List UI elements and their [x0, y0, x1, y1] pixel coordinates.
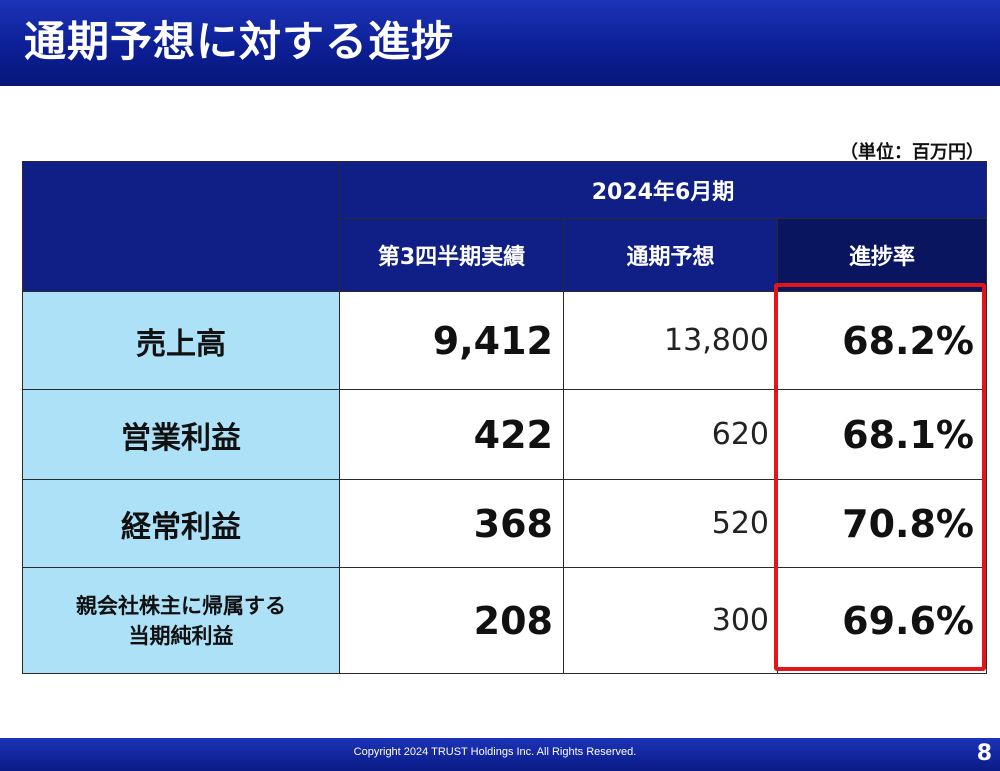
table-row: 売上高 9,412 13,800 68.2% — [22, 291, 988, 390]
period-header: 2024年6月期 — [338, 161, 988, 219]
table-row: 親会社株主に帰属する 当期純利益 208 300 69.6% — [22, 567, 988, 674]
forecast-value: 300 — [563, 567, 778, 674]
progress-rate: 68.2% — [776, 291, 988, 390]
progress-table: 2024年6月期 第3四半期実績 通期予想 進捗率 売上高 9,412 13,8… — [22, 161, 988, 674]
progress-rate: 69.6% — [776, 567, 988, 674]
row-label: 営業利益 — [22, 389, 340, 480]
forecast-value: 620 — [563, 389, 778, 480]
copyright-text: Copyright 2024 TRUST Holdings Inc. All R… — [353, 746, 637, 758]
unit-note: （単位：百万円） — [840, 142, 984, 163]
progress-rate: 68.1% — [776, 389, 988, 480]
column-header-forecast: 通期予想 — [563, 218, 778, 292]
corner-cell — [22, 161, 340, 292]
row-label: 売上高 — [22, 291, 340, 390]
page-title: 通期予想に対する進捗 — [24, 17, 455, 66]
forecast-value: 520 — [563, 479, 778, 568]
header-row-period: 2024年6月期 — [22, 161, 988, 292]
column-header-rate: 進捗率 — [776, 218, 988, 292]
row-label-line-2: 当期純利益 — [128, 623, 234, 648]
row-label: 経常利益 — [22, 479, 340, 568]
title-bar: 通期予想に対する進捗 — [0, 0, 1000, 86]
forecast-value: 13,800 — [563, 291, 778, 390]
actual-value: 422 — [339, 389, 564, 480]
actual-value: 368 — [339, 479, 564, 568]
row-label-line-1: 親会社株主に帰属する — [76, 593, 286, 618]
row-label: 親会社株主に帰属する 当期純利益 — [22, 567, 340, 674]
table-row: 経常利益 368 520 70.8% — [22, 479, 988, 568]
actual-value: 9,412 — [339, 291, 564, 390]
page-number: 8 — [976, 741, 992, 766]
progress-rate: 70.8% — [776, 479, 988, 568]
actual-value: 208 — [339, 567, 564, 674]
table-row: 営業利益 422 620 68.1% — [22, 389, 988, 480]
column-header-actual: 第3四半期実績 — [339, 218, 564, 292]
header-row-columns: 第3四半期実績 通期予想 進捗率 — [23, 218, 988, 292]
footer-bar: Copyright 2024 TRUST Holdings Inc. All R… — [0, 738, 1000, 771]
